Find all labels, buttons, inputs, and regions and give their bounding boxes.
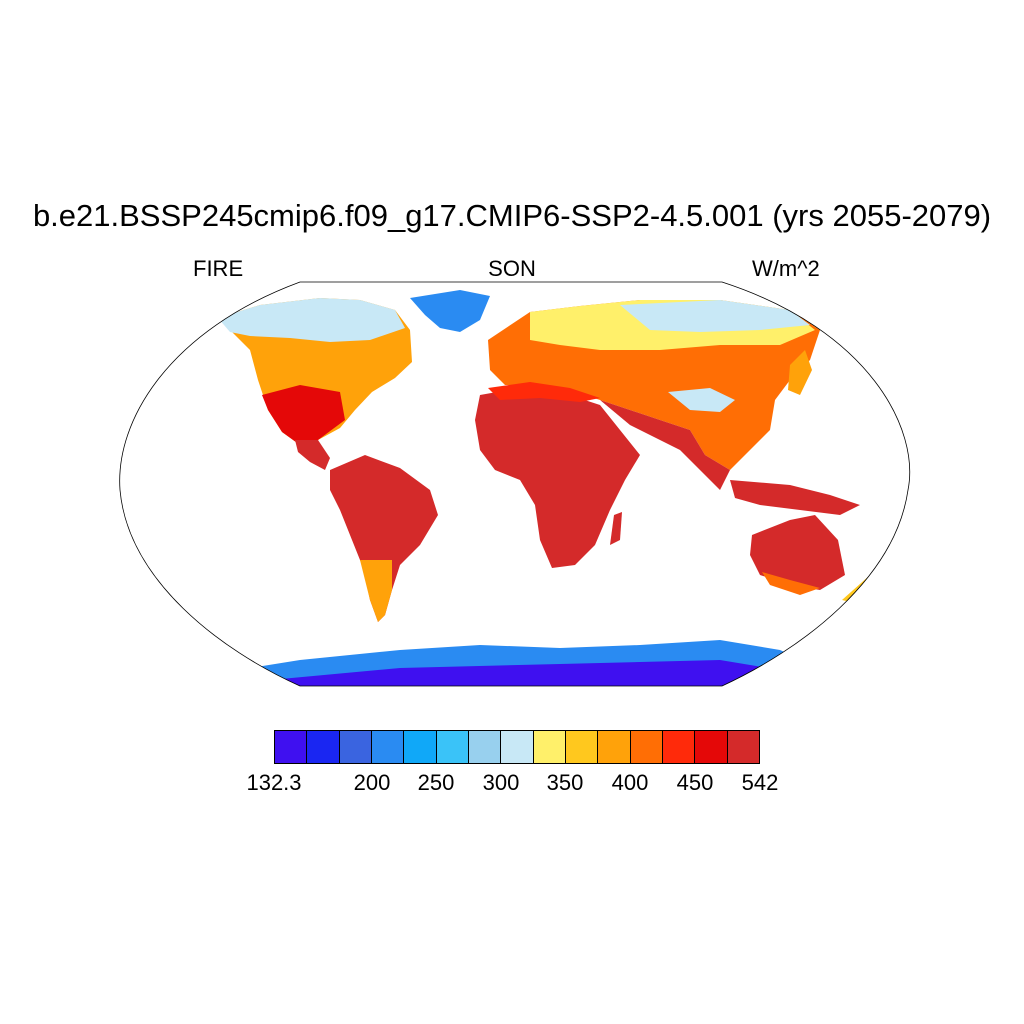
variable-label: FIRE — [193, 256, 244, 281]
colorbar-cell — [307, 731, 340, 763]
colorbar-label: 250 — [417, 770, 455, 795]
madagascar-land — [610, 512, 622, 545]
australia-south — [762, 572, 820, 595]
colorbar-cell — [695, 731, 728, 763]
south-america-land — [330, 455, 438, 622]
colorbar-cell — [533, 731, 566, 763]
colorbar-label: 400 — [611, 770, 649, 795]
colorbar-label: 200 — [353, 770, 391, 795]
colorbar-label: 300 — [482, 770, 520, 795]
season-label: SON — [488, 256, 536, 281]
indonesia-land — [730, 480, 860, 515]
colorbar-label: 450 — [676, 770, 714, 795]
colorbar-cell — [565, 731, 599, 763]
colorbar-cell — [662, 731, 696, 763]
colorbar-label: 542 — [741, 770, 779, 795]
central-america-land — [295, 440, 330, 470]
australia-land — [750, 515, 845, 590]
antarctica-interior — [270, 660, 810, 686]
colorbar-cell — [598, 731, 631, 763]
colorbar-cell — [371, 731, 405, 763]
south-asia-land — [600, 400, 730, 490]
colorbar-cell — [727, 731, 759, 763]
africa-land — [475, 388, 640, 568]
globe-outline — [119, 281, 911, 687]
colorbar-cell — [275, 731, 308, 763]
japan-land — [788, 350, 812, 395]
colorbar-label: 132.3 — [246, 770, 302, 795]
colorbar-cell — [404, 731, 437, 763]
colorbar-cell — [501, 731, 534, 763]
eurasia-siberia — [620, 300, 810, 332]
colorbar-cell — [630, 731, 663, 763]
units-label: W/m^2 — [752, 256, 820, 281]
north-america-south — [262, 385, 345, 445]
map-title: b.e21.BSSP245cmip6.f09_g17.CMIP6-SSP2-4.… — [32, 198, 992, 233]
colorbar-cell — [468, 731, 502, 763]
africa-north-edge — [488, 382, 600, 402]
tibet-plateau — [668, 388, 735, 412]
colorbar-cell — [436, 731, 469, 763]
colorbar-labels: 132.3 200 250 300 350 400 450 542 — [0, 770, 1024, 800]
colorbar-label: 350 — [546, 770, 584, 795]
colorbar — [274, 730, 760, 764]
north-america-arctic — [218, 298, 405, 342]
colorbar-cell — [339, 731, 372, 763]
greenland-land — [410, 290, 490, 332]
south-america-south — [360, 560, 392, 622]
